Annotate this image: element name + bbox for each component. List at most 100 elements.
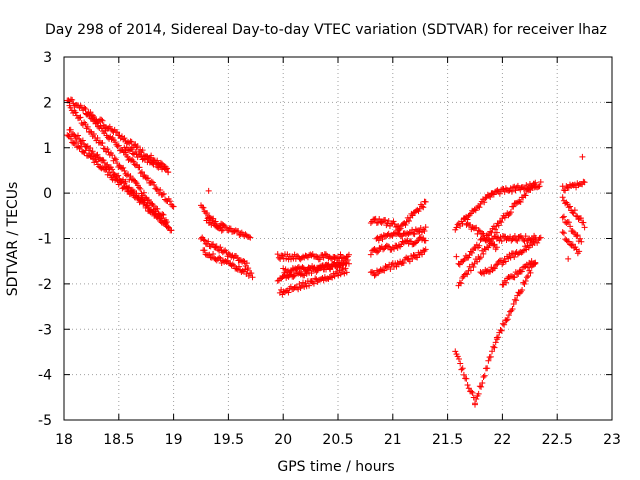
data-point (420, 204, 427, 211)
data-point (321, 266, 328, 273)
data-point (72, 139, 79, 146)
x-tick-label: 19.5 (213, 432, 244, 448)
data-point (115, 172, 122, 179)
data-point (522, 233, 529, 240)
data-point (402, 221, 409, 228)
data-point (532, 179, 539, 186)
data-point (98, 125, 105, 132)
data-point (458, 280, 465, 287)
data-point (67, 126, 74, 133)
data-point (491, 265, 498, 272)
data-point (159, 191, 166, 198)
data-point (411, 231, 418, 238)
data-point (373, 249, 380, 256)
data-point (316, 256, 323, 263)
data-point (248, 270, 255, 277)
data-point (340, 260, 347, 267)
y-tick-label: 2 (43, 95, 52, 111)
data-point (244, 266, 251, 273)
data-point (102, 127, 109, 134)
data-point (212, 218, 219, 225)
data-point (168, 227, 175, 234)
data-point (97, 122, 104, 129)
data-point (89, 148, 96, 155)
data-point (521, 280, 528, 287)
data-point (204, 210, 211, 217)
data-point (478, 383, 485, 390)
data-point (422, 198, 429, 205)
data-point (537, 234, 544, 241)
data-point (497, 326, 504, 333)
data-point (76, 144, 83, 151)
data-point (464, 271, 471, 278)
data-point (422, 246, 429, 253)
data-point (143, 175, 150, 182)
data-point (480, 250, 487, 257)
data-point (459, 220, 466, 227)
y-tick-labels: -5 -4 -3 -2 -1 0 1 2 3 (38, 50, 52, 429)
data-point (463, 375, 470, 382)
data-point (243, 260, 250, 267)
data-point (510, 203, 517, 210)
data-point (118, 179, 125, 186)
data-point (98, 116, 105, 123)
data-point (90, 130, 97, 137)
data-point (472, 400, 478, 407)
data-point (493, 229, 500, 236)
chart-title: Day 298 of 2014, Sidereal Day-to-day VTE… (45, 22, 607, 38)
data-point (249, 274, 256, 281)
data-point (216, 254, 223, 261)
data-point (391, 245, 398, 252)
data-point (337, 251, 344, 258)
data-point (331, 273, 338, 280)
data-point (81, 104, 88, 111)
data-point (162, 220, 169, 227)
data-point (503, 317, 510, 324)
data-point (465, 254, 472, 261)
data-point (566, 238, 573, 245)
data-point (485, 357, 492, 364)
data-point (104, 146, 111, 153)
data-point (579, 153, 586, 160)
data-point (498, 219, 505, 226)
data-point (476, 383, 483, 390)
data-point (376, 216, 383, 223)
data-point (422, 237, 429, 244)
data-point (519, 248, 526, 255)
data-point (121, 180, 128, 187)
data-point (456, 279, 463, 286)
data-point (141, 199, 148, 206)
data-point (516, 267, 523, 274)
data-point (102, 166, 109, 173)
x-tick-label: 20.5 (322, 432, 353, 448)
y-tick-label: -4 (38, 368, 52, 384)
data-point (217, 244, 224, 251)
data-point (128, 146, 135, 153)
data-point (465, 385, 472, 392)
data-point (139, 147, 146, 154)
data-point (422, 224, 429, 231)
data-point (145, 175, 152, 182)
data-point (522, 278, 529, 285)
data-point (477, 254, 484, 261)
x-tick-label: 23 (603, 432, 621, 448)
data-point (382, 217, 389, 224)
data-point (201, 247, 208, 254)
data-point (485, 236, 492, 243)
data-point (247, 234, 254, 241)
data-point (481, 372, 488, 379)
data-point (571, 207, 578, 214)
y-tick-label: -5 (38, 413, 52, 429)
data-point (77, 114, 84, 121)
data-point (565, 255, 572, 262)
data-point (527, 269, 534, 276)
data-point (491, 344, 498, 351)
data-point (111, 155, 118, 162)
data-point (218, 227, 225, 234)
data-point (99, 117, 106, 124)
data-point (77, 143, 84, 150)
data-point (69, 96, 76, 103)
data-point (576, 248, 583, 255)
data-point (409, 212, 416, 219)
